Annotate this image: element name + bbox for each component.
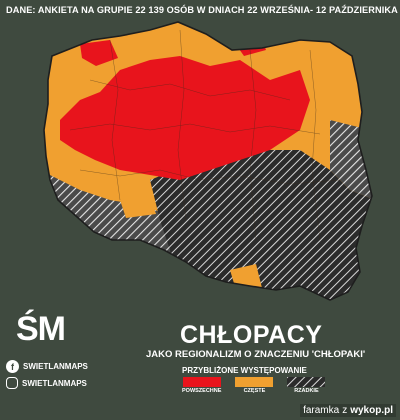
region-frequent-west [120, 196, 156, 218]
instagram-link[interactable]: SWIETLANMAPS [6, 377, 87, 389]
facebook-icon: f [6, 360, 19, 373]
legend-label-frequent: CZĘSTE [243, 388, 266, 394]
region-common [60, 56, 310, 180]
instagram-icon [6, 377, 18, 389]
legend-item-rare: RZADKIE [287, 377, 326, 394]
region-common-pomerania [80, 40, 118, 66]
source-note: DANE: ANKIETA NA GRUPIE 22 139 OSÓB W DN… [6, 5, 400, 15]
legend-swatch-rare [287, 377, 326, 387]
regions-layer [44, 22, 372, 300]
legend-item-common: POWSZECHNE [182, 377, 221, 394]
map-title: CHŁOPACY [180, 321, 323, 349]
facebook-link[interactable]: f SWIETLANMAPS [6, 360, 88, 373]
legend-swatch-common [182, 377, 221, 387]
legend-item-frequent: CZĘSTE [235, 377, 274, 394]
legend: POWSZECHNE CZĘSTE RZADKIE [182, 377, 326, 394]
credit-separator: z [342, 405, 348, 416]
legend-label-rare: RZADKIE [294, 388, 319, 394]
legend-swatch-frequent [235, 377, 274, 387]
brand-logo: ŚM [16, 310, 66, 348]
legend-label-common: POWSZECHNE [182, 388, 222, 394]
instagram-label: SWIETLANMAPS [22, 378, 87, 388]
country-outline [43, 21, 373, 301]
credit-author: faramka [303, 405, 340, 416]
credit-site: wykop.pl [350, 405, 393, 416]
credit-bar[interactable]: faramka z wykop.pl [300, 404, 396, 417]
county-borders [69, 29, 341, 241]
map-subtitle: JAKO REGIONALIZM O ZNACZENIU 'CHŁOPAKI' [146, 349, 366, 360]
facebook-label: SWIETLANMAPS [23, 362, 88, 371]
legend-title: PRZYBLIŻONE WYSTĘPOWANIE [182, 366, 307, 375]
region-rare-southeast [150, 150, 372, 300]
